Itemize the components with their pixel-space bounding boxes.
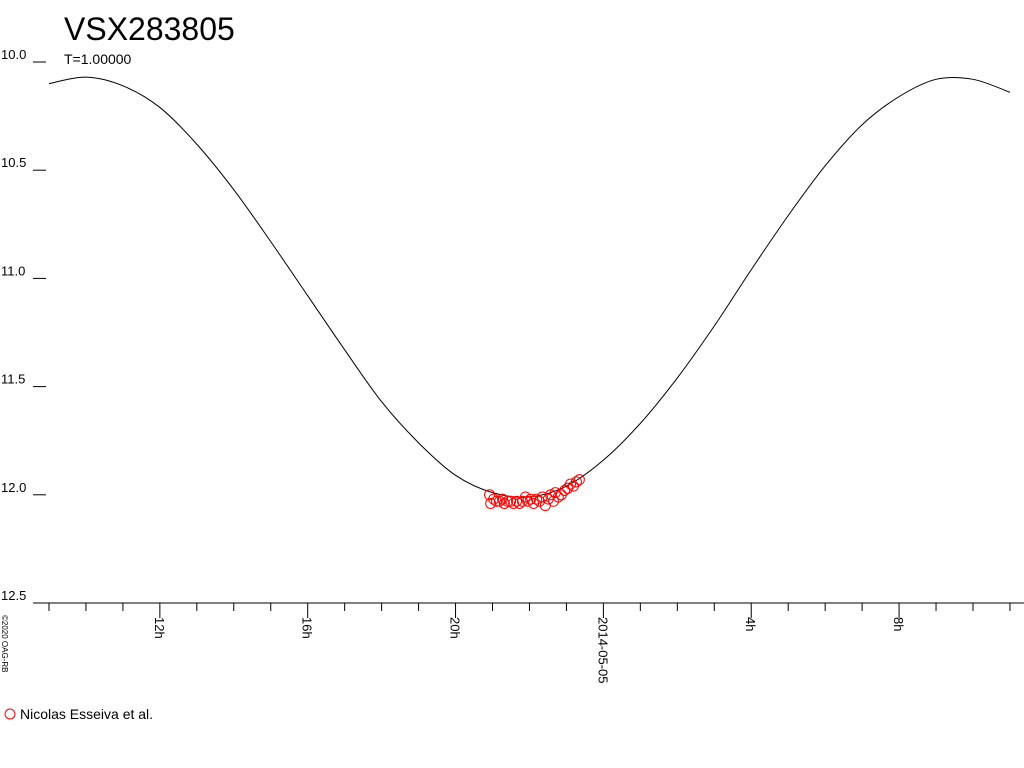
data-point bbox=[564, 478, 576, 490]
data-point bbox=[508, 497, 520, 509]
data-point bbox=[552, 491, 564, 503]
data-point bbox=[498, 497, 510, 509]
data-point bbox=[559, 484, 571, 496]
legend-label: Nicolas Esseiva et al. bbox=[20, 706, 153, 722]
x-tick-label: 12h bbox=[152, 617, 167, 639]
x-tick-label: 20h bbox=[448, 617, 463, 639]
data-point bbox=[505, 495, 517, 507]
data-point bbox=[522, 495, 534, 507]
x-tick-label: 8h bbox=[891, 617, 906, 631]
data-point bbox=[484, 489, 496, 501]
chart-subtitle: T=1.00000 bbox=[64, 51, 132, 67]
x-tick-label: 2014-05-05 bbox=[595, 617, 610, 684]
credit: ©2020 OAG-RB bbox=[0, 615, 9, 672]
data-point bbox=[511, 495, 523, 507]
y-tick-label: 11.5 bbox=[1, 372, 25, 387]
data-point bbox=[530, 493, 542, 505]
data-point bbox=[502, 495, 514, 507]
data-point bbox=[494, 495, 506, 507]
data-point bbox=[573, 474, 585, 486]
data-point bbox=[488, 493, 500, 505]
data-point bbox=[513, 497, 525, 509]
y-tick-label: 12.5 bbox=[1, 588, 26, 603]
data-point bbox=[570, 476, 582, 488]
legend-marker bbox=[4, 708, 16, 720]
y-tick-label: 10.5 bbox=[1, 155, 26, 170]
data-point bbox=[491, 495, 503, 507]
x-tick-label: 16h bbox=[300, 617, 315, 639]
y-tick-label: 11.0 bbox=[1, 263, 25, 278]
y-tick-label: 12.0 bbox=[1, 480, 26, 495]
y-tick-label: 10.0 bbox=[1, 47, 26, 62]
data-point bbox=[545, 489, 557, 501]
x-tick-label: 4h bbox=[743, 617, 758, 631]
chart-title: VSX283805 bbox=[64, 11, 235, 47]
model-curve bbox=[48, 76, 1011, 498]
